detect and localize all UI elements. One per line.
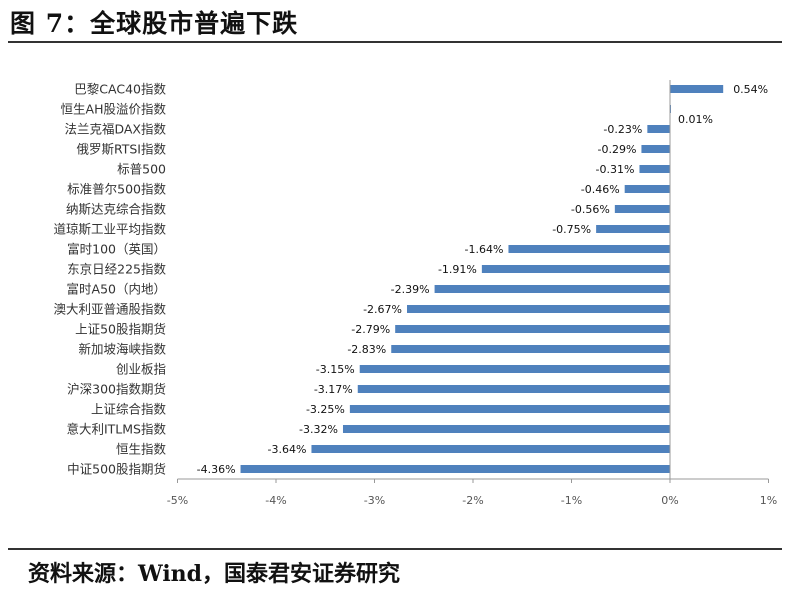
category-label: 创业板指 <box>116 362 166 377</box>
bar <box>639 165 670 173</box>
data-label: -4.36% <box>197 463 236 476</box>
category-label: 富时100（英国） <box>67 242 166 257</box>
x-tick-label: -2% <box>462 494 483 507</box>
data-label: -3.25% <box>306 403 345 416</box>
data-label: -0.46% <box>581 183 620 196</box>
bar <box>596 225 670 233</box>
data-label: 0.01% <box>678 113 713 126</box>
category-label: 意大利ITLMS指数 <box>66 422 166 437</box>
x-tick-label: 1% <box>760 494 777 507</box>
bar <box>481 265 670 273</box>
category-label: 新加坡海峡指数 <box>78 342 166 357</box>
bar <box>614 205 670 213</box>
category-label: 上证综合指数 <box>91 402 167 417</box>
data-label: -1.64% <box>465 243 504 256</box>
data-label: -0.29% <box>598 143 637 156</box>
x-tick-label: -5% <box>167 494 188 507</box>
data-label: -0.56% <box>571 203 610 216</box>
bar <box>240 465 671 473</box>
category-label: 巴黎CAC40指数 <box>74 82 166 97</box>
category-label: 标普500 <box>117 162 166 177</box>
bottom-rule <box>8 548 782 550</box>
x-tick-label: -4% <box>265 494 286 507</box>
category-label: 纳斯达克综合指数 <box>66 202 167 217</box>
bar <box>434 285 670 293</box>
data-label: -2.67% <box>363 303 402 316</box>
data-label: -3.15% <box>316 363 355 376</box>
category-label: 俄罗斯RTSI指数 <box>76 142 166 157</box>
x-tick-label: -1% <box>561 494 582 507</box>
category-label: 澳大利亚普通股指数 <box>53 302 166 317</box>
bar <box>670 85 724 93</box>
category-label: 标准普尔500指数 <box>67 182 166 197</box>
data-label: -3.32% <box>299 423 338 436</box>
data-label: 0.54% <box>733 83 768 96</box>
category-label: 道琼斯工业平均指数 <box>53 222 166 237</box>
category-label: 富时A50（内地） <box>67 282 166 297</box>
bar <box>342 425 670 433</box>
category-label: 东京日经225指数 <box>67 262 166 277</box>
category-label: 恒生AH股溢价指数 <box>61 102 167 117</box>
bar <box>391 345 670 353</box>
source-note: 资料来源：Wind，国泰君安证券研究 <box>28 561 401 587</box>
data-label: -0.75% <box>552 223 591 236</box>
data-label: -1.91% <box>438 263 477 276</box>
category-label: 沪深300指数期货 <box>67 382 166 397</box>
bar <box>349 405 670 413</box>
top-rule <box>8 41 782 43</box>
figure-title: 图 7：全球股市普遍下跌 <box>10 9 299 38</box>
bar <box>311 445 670 453</box>
category-label: 法兰克福DAX指数 <box>64 122 166 137</box>
data-label: -0.23% <box>603 123 642 136</box>
bar <box>508 245 670 253</box>
category-label: 上证50股指期货 <box>75 322 166 337</box>
x-tick-label: 0% <box>661 494 678 507</box>
data-label: -3.64% <box>268 443 307 456</box>
bar <box>395 325 670 333</box>
data-label: -3.17% <box>314 383 353 396</box>
bar <box>357 385 670 393</box>
bar <box>647 125 670 133</box>
x-tick-label: -3% <box>364 494 385 507</box>
bar <box>641 145 670 153</box>
bar <box>407 305 670 313</box>
bar <box>359 365 670 373</box>
category-label: 恒生指数 <box>116 442 167 457</box>
bar <box>624 185 670 193</box>
data-label: -0.31% <box>596 163 635 176</box>
category-label: 中证500股指期货 <box>67 462 166 477</box>
data-label: -2.83% <box>347 343 386 356</box>
data-label: -2.79% <box>351 323 390 336</box>
data-label: -2.39% <box>391 283 430 296</box>
